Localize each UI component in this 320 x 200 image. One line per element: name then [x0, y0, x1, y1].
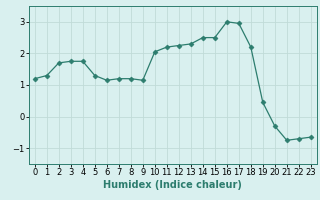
X-axis label: Humidex (Indice chaleur): Humidex (Indice chaleur): [103, 180, 242, 190]
